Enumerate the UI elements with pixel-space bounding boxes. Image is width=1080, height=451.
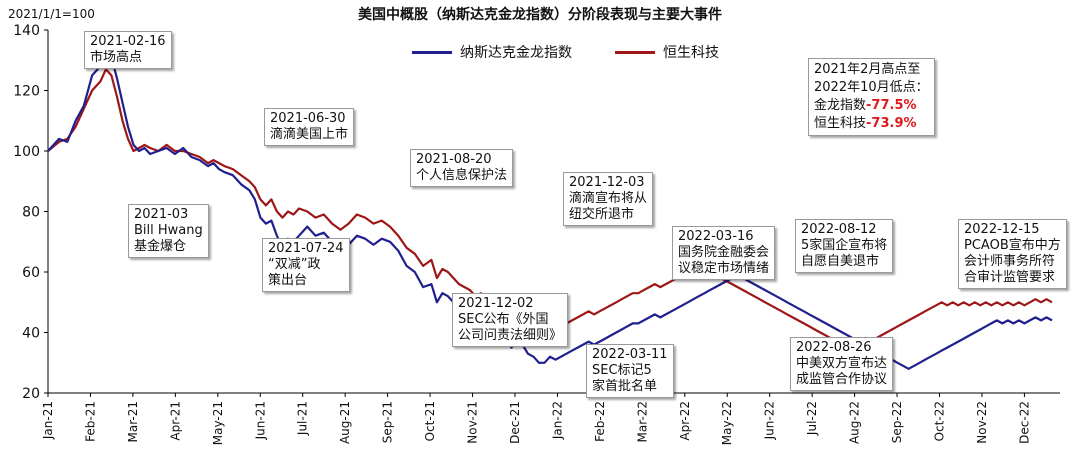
event-annotation: 2021-07-24 “双减”政 策出台 [262, 238, 350, 292]
y-tick-label: 40 [22, 326, 40, 342]
event-annotation-line: 2021-02-16 [90, 34, 166, 49]
x-tick-label: Dec-22 [1017, 401, 1031, 444]
y-tick-label: 20 [22, 386, 40, 402]
event-annotation-line: 2021-06-30 [270, 111, 346, 126]
x-tick-label: Jun-21 [253, 401, 267, 440]
legend-item-jinlong: 纳斯达克金龙指数 [412, 42, 572, 62]
event-annotation-line: PCAOB宣布中方 [964, 238, 1061, 253]
index-base-note: 2021/1/1=100 [8, 7, 95, 21]
event-annotation-line: 自愿自美退市 [801, 254, 880, 269]
event-annotation: 2022-08-26 中美双方宣布达 成监管合作协议 [790, 337, 894, 391]
x-tick-label: Jan-22 [550, 401, 564, 440]
event-annotation-line: 个人信息保护法 [416, 168, 508, 183]
stats-label-hstech: 恒生科技 [814, 116, 867, 131]
stats-line-2: 2022年10月低点： [814, 80, 929, 95]
event-annotation: 2022-03-16 国务院金融委会 议稳定市场情绪 [672, 226, 776, 280]
event-annotation-line: 滴滴美国上市 [270, 127, 349, 142]
event-annotation-line: 中美双方宣布达 [796, 356, 888, 371]
event-annotation: 2021-08-20 个人信息保护法 [410, 149, 514, 187]
x-tick-label: Nov-22 [975, 401, 989, 444]
event-annotation-line: 成监管合作协议 [796, 372, 888, 387]
event-annotation: 2022-03-11 SEC标记5 家首批名单 [586, 344, 674, 398]
x-tick-label: Jul-21 [296, 401, 310, 436]
event-annotation: 2021-12-02 SEC公布《外国 公司问责法细则》 [452, 293, 569, 347]
event-annotation-line: 基金爆仓 [134, 239, 187, 254]
x-tick-label: Sep-22 [890, 401, 904, 443]
event-annotation-line: 2022-03-11 [592, 347, 668, 362]
stats-box: 2021年2月高点至 2022年10月低点： 金龙指数-77.5% 恒生科技-7… [808, 58, 935, 136]
event-annotation: 2021-02-16 市场高点 [84, 31, 172, 69]
x-tick-label: Jan-21 [41, 401, 55, 440]
x-tick-label: Sep-21 [381, 401, 395, 443]
event-annotation-line: 2022-08-12 [801, 222, 877, 237]
x-tick-label: Apr-21 [168, 401, 182, 441]
series-line-hstech [47, 68, 1053, 352]
event-annotation-line: 2021-12-02 [458, 296, 534, 311]
legend-swatch-hstech [615, 50, 655, 54]
event-annotation-line: 2022-12-15 [964, 222, 1040, 237]
stats-line-3: 金龙指数-77.5% [814, 97, 929, 115]
event-annotation-line: 家首批名单 [592, 379, 658, 394]
event-annotation: 2022-12-15 PCAOB宣布中方 会计师事务所符 合审计监管要求 [958, 219, 1067, 289]
event-annotation-line: SEC标记5 [592, 363, 652, 378]
stats-label-jinlong: 金龙指数 [814, 98, 867, 113]
event-annotation-line: 2021-03 [134, 207, 189, 222]
event-annotation: 2022-08-12 5家国企宣布将 自愿自美退市 [795, 219, 894, 273]
y-tick-label: 80 [22, 205, 40, 221]
event-annotation-line: 2021-08-20 [416, 152, 492, 167]
x-tick-label: Feb-21 [83, 401, 97, 442]
event-annotation-line: 合审计监管要求 [964, 270, 1056, 285]
y-tick-label: 120 [13, 84, 40, 100]
x-tick-label: Oct-22 [933, 401, 947, 441]
legend-label-jinlong: 纳斯达克金龙指数 [460, 45, 572, 61]
stats-line-4: 恒生科技-73.9% [814, 115, 929, 133]
event-annotation-line: 会计师事务所符 [964, 254, 1056, 269]
x-tick-label: May-22 [720, 401, 734, 445]
x-tick-label: Mar-21 [126, 401, 140, 442]
event-annotation-line: 国务院金融委会 [678, 245, 770, 260]
legend-swatch-jinlong [412, 50, 452, 54]
event-annotation: 2021-03 Bill Hwang 基金爆仓 [128, 204, 209, 258]
event-annotation-line: Bill Hwang [134, 223, 203, 238]
stats-value-hstech: -73.9% [866, 116, 917, 131]
stats-value-jinlong: -77.5% [866, 98, 917, 113]
x-tick-label: Nov-21 [466, 401, 480, 444]
y-tick-label: 100 [13, 144, 40, 160]
event-annotation-line: 5家国企宣布将 [801, 238, 888, 253]
event-annotation-line: “双减”政 [268, 257, 321, 272]
event-annotation-line: 2022-08-26 [796, 340, 872, 355]
x-tick-label: Jun-22 [763, 401, 777, 440]
event-annotation: 2021-06-30 滴滴美国上市 [264, 108, 355, 146]
x-tick-label: Dec-21 [508, 401, 522, 444]
event-annotation: 2021-12-03 滴滴宣布将从 纽交所退市 [563, 172, 654, 226]
y-tick-label: 140 [13, 23, 40, 39]
x-tick-label: Apr-22 [678, 401, 692, 441]
x-tick-label: Aug-21 [338, 401, 352, 444]
x-tick-label: Aug-22 [848, 401, 862, 444]
y-tick-label: 60 [22, 265, 40, 281]
stats-line-1: 2021年2月高点至 [814, 62, 921, 77]
event-annotation-line: SEC公布《外国 [458, 312, 549, 327]
legend-label-hstech: 恒生科技 [663, 45, 719, 61]
event-annotation-line: 公司问责法细则》 [458, 328, 563, 343]
event-annotation-line: 纽交所退市 [569, 207, 635, 222]
event-annotation-line: 2021-07-24 [268, 241, 344, 256]
x-tick-label: Jul-22 [805, 401, 819, 436]
x-tick-label: May-21 [211, 401, 225, 445]
event-annotation-line: 2022-03-16 [678, 229, 754, 244]
event-annotation-line: 市场高点 [90, 50, 143, 65]
event-annotation-line: 策出台 [268, 273, 308, 288]
x-tick-label: Mar-22 [635, 401, 649, 442]
chart-title: 美国中概股（纳斯达克金龙指数）分阶段表现与主要大事件 [358, 7, 722, 23]
legend-item-hstech: 恒生科技 [615, 42, 719, 62]
x-tick-label: Oct-21 [423, 401, 437, 441]
event-annotation-line: 滴滴宣布将从 [569, 191, 648, 206]
event-annotation-line: 议稳定市场情绪 [678, 261, 770, 276]
x-tick-label: Feb-22 [593, 401, 607, 442]
event-annotation-line: 2021-12-03 [569, 175, 645, 190]
